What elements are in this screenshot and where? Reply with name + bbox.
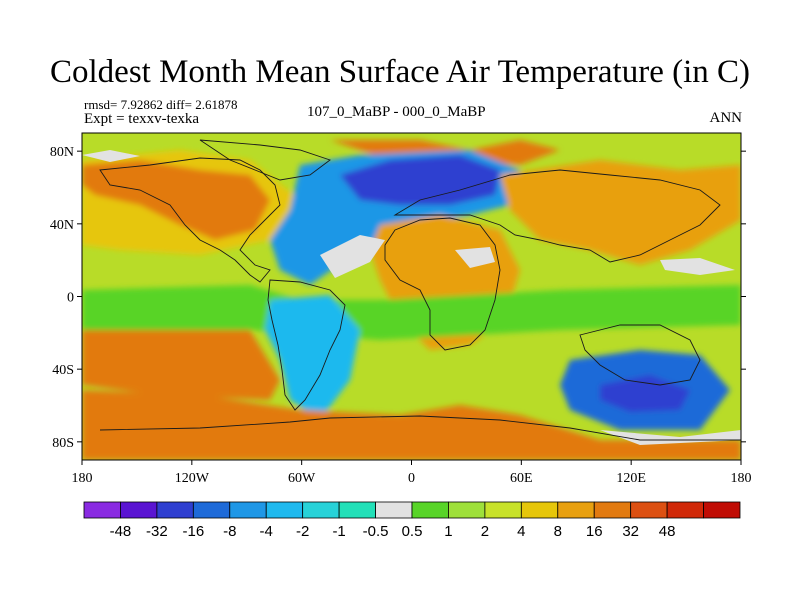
- colorbar-label: -4: [260, 523, 273, 540]
- colorbar-label: 48: [659, 523, 676, 540]
- asia-region: [500, 160, 741, 265]
- lat-label: 40N: [50, 218, 74, 233]
- colorbar-swatch: [557, 501, 595, 519]
- colorbar-label: -1: [332, 523, 345, 540]
- lon-label: 0: [408, 471, 415, 486]
- experiment-label: Expt = texxv-texka: [84, 111, 200, 127]
- lon-label: 60E: [510, 471, 533, 486]
- colorbar-label: 1: [444, 523, 452, 540]
- colorbar-swatch: [229, 501, 267, 519]
- australia-core-region: [600, 375, 690, 412]
- southern-ocean-region: [82, 390, 741, 460]
- continent-outlines: [99, 139, 741, 441]
- colorbar: -48 -32 -16 -8 -4 -2 -1 -0.5 0.5 1 2 4 8 16 32 48: [83, 501, 741, 540]
- siberia-region: [340, 155, 500, 205]
- colorbar-label: 2: [481, 523, 489, 540]
- colorbar-swatch: [265, 501, 304, 519]
- neutral-patch-arctic: [82, 150, 140, 162]
- colorbar-swatch: [375, 501, 413, 519]
- lat-label: 0: [67, 291, 74, 306]
- colorbar-label: 32: [622, 523, 639, 540]
- period-label: 107_0_MaBP - 000_0_MaBP: [307, 104, 486, 120]
- colorbar-swatch: [630, 501, 668, 519]
- colorbar-swatch: [520, 501, 559, 519]
- colorbar-label: -32: [146, 523, 168, 540]
- lat-label: 40S: [52, 363, 74, 378]
- lon-label: 120W: [175, 471, 210, 486]
- colorbar-label: -0.5: [363, 523, 389, 540]
- neutral-patch-africa: [455, 247, 495, 268]
- colorbar-label: 8: [554, 523, 562, 540]
- colorbar-label: 4: [517, 523, 525, 540]
- colorbar-label: 16: [586, 523, 603, 540]
- colorbar-swatch: [83, 501, 121, 519]
- tropical-region: [82, 285, 741, 340]
- colorbar-swatch: [192, 501, 231, 519]
- south-pacific-region: [82, 330, 280, 400]
- colorbar-swatch: [338, 501, 376, 519]
- lon-label: 60W: [288, 471, 316, 486]
- lon-label: 120E: [616, 471, 646, 486]
- rmsd-diff-stats: rmsd= 7.92862 diff= 2.61878: [84, 97, 238, 112]
- colorbar-label: -48: [110, 523, 132, 540]
- lat-label: 80S: [52, 436, 74, 451]
- north-america-region: [82, 160, 270, 240]
- neutral-patch-pacific: [660, 258, 735, 275]
- colorbar-swatch: [666, 501, 704, 519]
- colorbar-label: -8: [223, 523, 236, 540]
- colorbar-label: -2: [296, 523, 309, 540]
- colorbar-swatch: [703, 501, 741, 519]
- colorbar-swatch: [484, 501, 522, 519]
- latitude-axis: 80N 40N 0 40S 80S: [50, 145, 746, 451]
- colorbar-swatch: [448, 501, 486, 519]
- colorbar-swatch: [593, 501, 632, 519]
- longitude-axis: 180 120W 60W 0 60E 120E 180: [72, 460, 752, 486]
- lon-label: 180: [731, 471, 752, 486]
- plot-title: Coldest Month Mean Surface Air Temperatu…: [50, 54, 750, 90]
- neutral-patch-americas: [320, 235, 385, 278]
- neutral-patch-antarctic: [600, 430, 741, 445]
- south-america-region: [265, 295, 360, 420]
- lon-label: 180: [72, 471, 93, 486]
- map-field: [82, 133, 741, 460]
- colorbar-swatch: [411, 501, 449, 519]
- colorbar-label: 0.5: [402, 523, 423, 540]
- lat-label: 80N: [50, 145, 74, 160]
- colorbar-label: -16: [182, 523, 204, 540]
- colorbar-swatch: [156, 501, 194, 519]
- season-label: ANN: [709, 110, 743, 126]
- colorbar-swatch: [302, 501, 340, 519]
- colorbar-swatch: [120, 501, 158, 519]
